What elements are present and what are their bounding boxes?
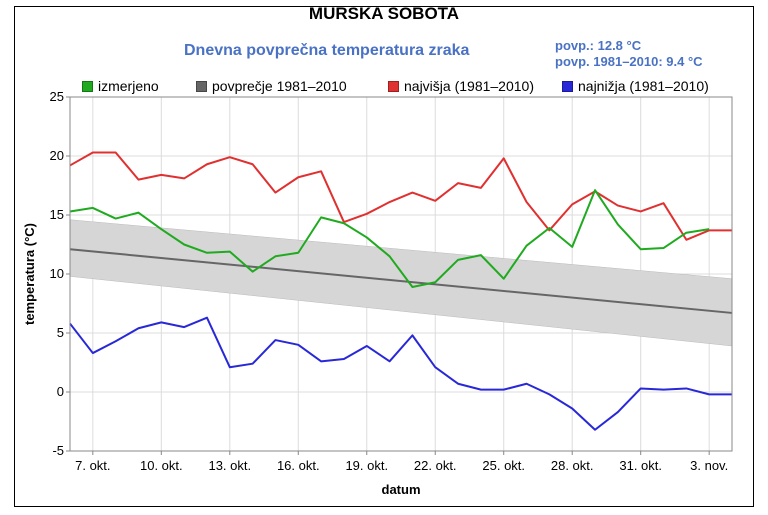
y-tick-label: 25 (50, 89, 64, 104)
x-tick-label: 31. okt. (619, 458, 662, 473)
average-line (69, 248, 733, 314)
legend-item-izmerjeno[interactable]: izmerjeno (82, 78, 159, 94)
x-tick-label: 28. okt. (551, 458, 594, 473)
chart-subtitle: Dnevna povprečna temperatura zraka (184, 42, 470, 59)
y-tick-label: 15 (50, 207, 64, 222)
legend-item-najnizja[interactable]: najnižja (1981–2010) (562, 78, 709, 94)
y-axis-label: temperatura (°C) (22, 223, 37, 325)
series-line-najvisja (69, 151, 732, 241)
y-tick-label: 5 (57, 325, 64, 340)
x-tick-label: 25. okt. (482, 458, 525, 473)
legend-label-povprecje: povprečje 1981–2010 (212, 78, 347, 94)
y-tick-label: 0 (57, 384, 64, 399)
x-tick-label: 3. nov. (690, 458, 728, 473)
legend-item-povprecje[interactable]: povprečje 1981–2010 (196, 78, 347, 94)
legend-label-izmerjeno: izmerjeno (98, 78, 159, 94)
y-tick-label: -5 (52, 443, 64, 458)
x-tick-label: 13. okt. (208, 458, 251, 473)
legend-swatch-povprecje (196, 80, 207, 92)
series-line-izmerjeno (69, 189, 710, 288)
legend-item-najvisja[interactable]: najvišja (1981–2010) (388, 78, 534, 94)
x-tick-label: 16. okt. (277, 458, 320, 473)
legend-swatch-izmerjeno (82, 80, 93, 92)
y-tick-label: 10 (50, 266, 64, 281)
stat-average-1981-2010: povp. 1981–2010: 9.4 °C (555, 54, 703, 69)
legend-label-najvisja: najvišja (1981–2010) (404, 78, 534, 94)
x-tick-label: 19. okt. (345, 458, 388, 473)
legend-swatch-najnizja (562, 80, 573, 92)
legend-swatch-najvisja (388, 80, 399, 92)
chart-title: MURSKA SOBOTA (308, 4, 460, 23)
x-axis-label: datum (382, 482, 421, 497)
x-tick-label: 22. okt. (414, 458, 457, 473)
x-tick-label: 7. okt. (75, 458, 110, 473)
stat-average: povp.: 12.8 °C (555, 38, 642, 53)
series-line-najnizja (69, 316, 732, 431)
legend-label-najnizja: najnižja (1981–2010) (578, 78, 709, 94)
y-tick-label: 20 (50, 148, 64, 163)
x-tick-label: 10. okt. (140, 458, 183, 473)
